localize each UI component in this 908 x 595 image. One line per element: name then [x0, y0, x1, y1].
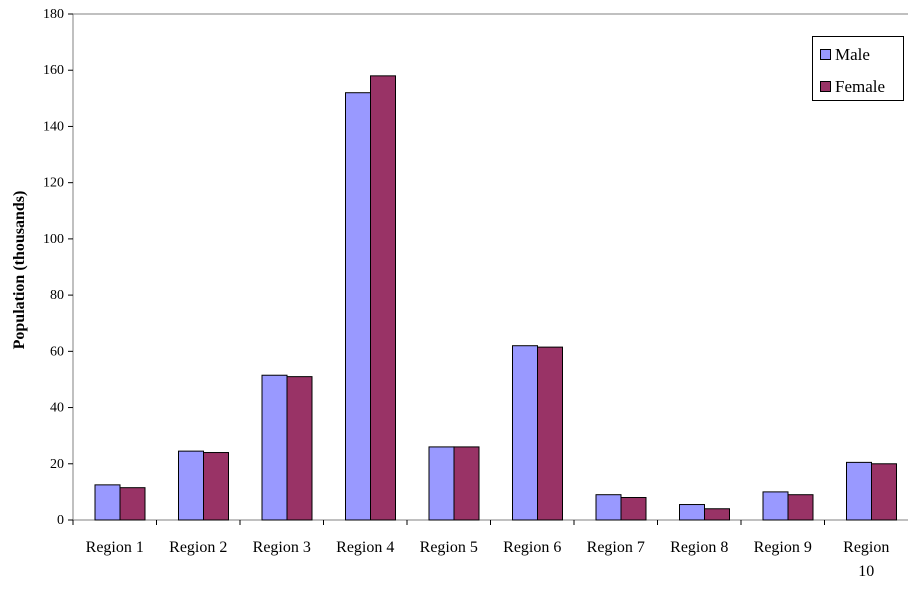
- legend-item-female: Female: [820, 75, 885, 97]
- x-tick-label: Region 4: [336, 539, 394, 556]
- x-tick-label: Region 7: [587, 539, 645, 556]
- bar-male: [595, 494, 622, 521]
- y-tick-label: 180: [43, 7, 64, 22]
- bar-male: [846, 461, 872, 521]
- bar-male: [261, 374, 288, 521]
- legend-swatch-male: [820, 48, 831, 60]
- bar-male: [679, 504, 705, 521]
- x-tick-label: Region 6: [503, 539, 561, 556]
- x-tick-label: Region 10: [843, 539, 889, 580]
- bar-female: [704, 508, 730, 521]
- legend-label-male: Male: [835, 44, 870, 64]
- x-tick-label: Region 9: [754, 539, 812, 556]
- y-tick-label: 20: [50, 457, 64, 472]
- legend: Male Female: [812, 36, 904, 101]
- y-tick-label: 120: [43, 176, 64, 191]
- y-tick-label: 160: [43, 63, 64, 78]
- bar-female: [119, 487, 146, 521]
- bar-female: [453, 446, 480, 521]
- y-tick-label: 80: [50, 288, 64, 303]
- y-tick-label: 60: [50, 344, 64, 359]
- bar-female: [203, 452, 229, 521]
- legend-item-male: Male: [820, 43, 870, 65]
- bar-male: [428, 446, 455, 521]
- plot-area: 0 20 40 60 80 100 120 140 160 180 Region 1 Region 2…: [43, 7, 908, 580]
- bar-female: [286, 376, 313, 521]
- x-tick-label: Region 2: [169, 539, 227, 556]
- y-axis-title: Population (thousands): [11, 191, 28, 350]
- x-tick-label: Region 8: [670, 539, 728, 556]
- y-tick-label: 100: [43, 232, 64, 247]
- y-tick-label: 140: [43, 119, 64, 134]
- bar-male: [512, 345, 538, 521]
- legend-label-female: Female: [835, 76, 886, 96]
- bar-female: [370, 75, 396, 521]
- bar-male: [762, 491, 789, 521]
- y-tick-label: 40: [50, 401, 64, 416]
- bar-female: [620, 497, 647, 521]
- bar-female: [787, 494, 814, 521]
- y-tick-label: 0: [57, 513, 64, 528]
- bar-female: [871, 463, 897, 521]
- bar-female: [537, 346, 563, 521]
- bar-male: [178, 450, 204, 521]
- x-tick-label: Region 3: [253, 539, 311, 556]
- bar-male: [345, 92, 371, 521]
- y-axis-title-group: Population (thousands): [11, 191, 28, 350]
- x-tick-label: Region 1: [86, 539, 144, 556]
- legend-swatch-female: [820, 80, 831, 92]
- x-tick-label: Region 5: [420, 539, 478, 556]
- bar-male: [94, 484, 121, 521]
